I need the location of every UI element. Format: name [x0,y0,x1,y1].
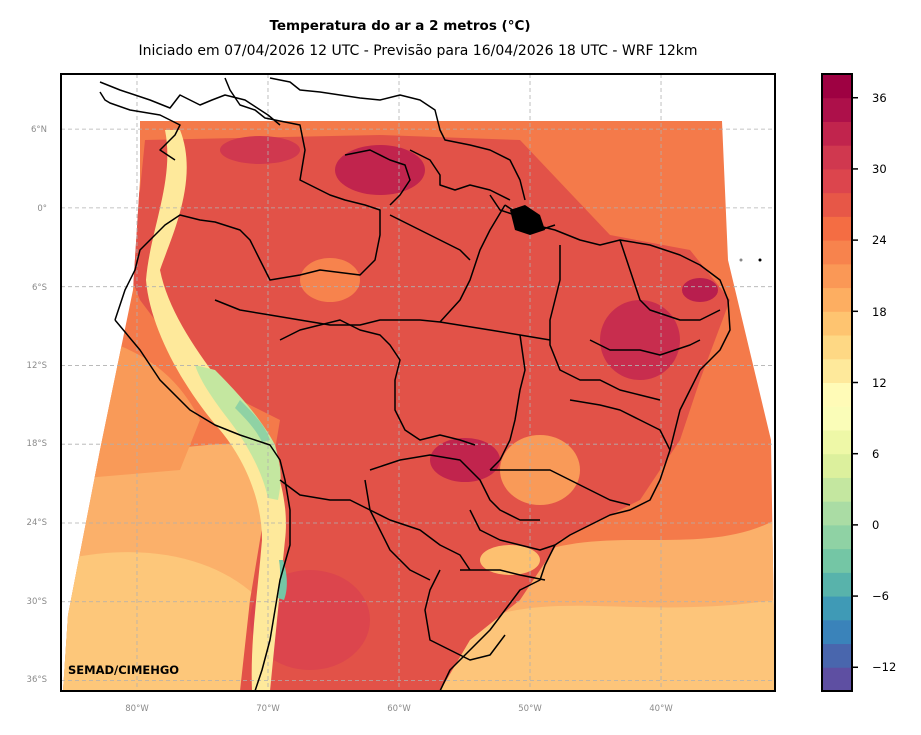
mild-patch-amazon [300,258,360,302]
colorbar-bin [822,453,852,478]
colorbar-bin [822,335,852,360]
bahia-minas-border [569,399,671,451]
pacific-coast [114,319,291,691]
colorbar-bin [822,145,852,170]
colorbar-bin [822,643,852,668]
brazil-coast [439,204,731,691]
hot-core-northeast [600,300,680,380]
ms-parana-border [369,454,540,521]
colorbar-label-36: 36 [872,91,887,105]
argentina-border [279,479,431,581]
lon-label-80w: 80°W [125,704,149,714]
colorbar-bin [822,121,852,146]
colorbar-bin [822,97,852,122]
andes-band [146,130,286,691]
lat-label-6s: 6°S [31,283,47,293]
lat-label-18s: 18°S [26,439,47,449]
lat-label-12s: 12°S [26,361,47,371]
colorbar-bin [822,548,852,573]
lon-label-50w: 50°W [518,704,542,714]
mato-grosso-border [439,321,551,341]
lat-label-24s: 24°S [26,518,47,528]
atol-das-rocas-dot [758,258,762,262]
colorbar-bin [822,572,852,597]
hot-core-ceara [682,278,718,302]
colorbar-bin [822,429,852,455]
guianas-border [409,149,511,201]
colorbar-bin [822,619,852,645]
hot-core-north [335,145,425,195]
colorbar-bin [822,192,852,217]
andes-south-cold [278,560,287,600]
amazon-para-border [439,204,506,323]
colorbar-bin [822,216,852,241]
maranhao-piaui-border [549,245,661,401]
colorbar-bin [822,74,852,99]
colorbar-bin [822,406,852,431]
colorbar-label-30: 30 [872,162,887,176]
colorbar-label-12: 12 [872,376,887,390]
lon-label-40w: 40°W [649,704,673,714]
altiplano-coldest [235,400,270,442]
peru-brazil-border [214,299,441,326]
colorbar-label-24: 24 [872,233,887,247]
marajo-island [510,205,545,235]
altiplano-cold [195,365,281,500]
piaui-ceara-border [619,239,721,321]
credit-label: SEMAD/CIMEHGO [68,663,180,677]
temperature-field [63,121,775,691]
colorbar-bin [822,477,852,502]
pacific-cool-region [63,552,260,691]
minas-sp-border [490,469,631,506]
map-frame [60,73,776,692]
lat-label-0: 0° [37,204,47,214]
colorbar-ticks [852,96,858,669]
fernando-de-noronha-dot [739,258,743,262]
bolivia-brazil-border [279,319,476,446]
pernambuco-border [589,339,701,356]
colombia-ecuador-border [114,77,381,321]
uruguay-border [424,569,506,661]
colorbar-bin [822,382,852,407]
colorbar-label-0: 0 [872,518,880,532]
chart-title: Temperatura do ar a 2 metros (°C) [269,18,531,34]
sc-rs-border [460,569,546,581]
colorbar-bin [822,358,852,383]
colorbar-label-minus6: −6 [872,589,889,603]
goias-tocantins-border [489,334,526,471]
colorbar-bin [822,287,852,312]
colorbar-bin [822,240,852,265]
atlantic-cool-region [440,600,775,691]
hot-core-northwest [220,136,300,164]
venezuela-brazil-border [344,149,411,206]
roraima-amazonas-border [389,214,471,261]
lat-label-30s: 30°S [26,597,47,607]
gridlines [61,74,775,691]
colorbar-bin [822,667,852,692]
chart-subtitle: Iniciado em 07/04/2026 12 UTC - Previsão… [138,43,698,59]
central-america-coast [99,81,281,126]
venezuela-guianas-coast [269,77,526,201]
lat-label-36s: 36°S [26,675,47,685]
mild-patch-south [480,545,540,575]
parana-sc-border [469,509,556,551]
colorbar-label-minus12: −12 [872,660,897,674]
colorbar-bin [822,596,852,621]
colorbar [822,74,852,692]
lon-label-60w: 60°W [387,704,411,714]
colorbar-bin [822,168,852,194]
colorbar-label-6: 6 [872,447,880,461]
colorbar-bin [822,501,852,526]
borders [99,77,731,691]
lon-label-70w: 70°W [256,704,280,714]
hot-core-pantanal [430,438,500,482]
colorbar-label-18: 18 [872,305,887,319]
colorbar-bin [822,311,852,336]
colorbar-bin [822,263,852,289]
colorbar-bin [822,524,852,550]
lat-label-6n: 6°N [30,125,47,135]
panama-border [99,91,181,161]
